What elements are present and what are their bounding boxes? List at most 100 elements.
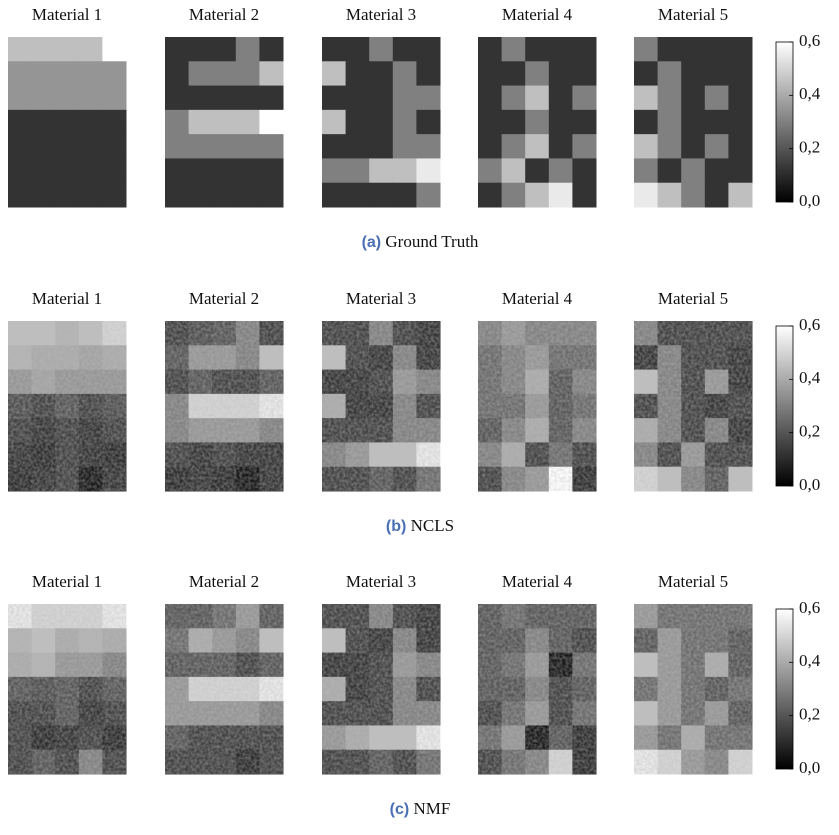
heatmap-cell [31, 466, 56, 492]
heatmap-cell [634, 442, 659, 468]
heatmap-cell [102, 109, 127, 135]
heatmap-cell [657, 604, 682, 629]
caption-label: (b) [386, 518, 406, 535]
colorbar-tick-label: 0,2 [799, 705, 820, 724]
heatmap-cell [31, 652, 56, 678]
caption-text: NCLS [411, 516, 454, 535]
heatmap-cell [704, 604, 729, 629]
heatmap-cell [31, 182, 56, 208]
colorbar-tick-label: 0,2 [799, 422, 820, 441]
heatmap-cell [212, 652, 237, 678]
heatmap-cell [572, 109, 597, 135]
heatmap-cell [681, 109, 706, 135]
heatmap-cell [728, 725, 753, 751]
heatmap-cell [634, 85, 659, 111]
heatmap-cell [188, 628, 213, 654]
heatmap-cell [681, 604, 706, 629]
heatmap-cell [165, 393, 190, 419]
heatmap-cell [165, 61, 190, 87]
heatmap-cell [188, 418, 213, 443]
heatmap-cell [369, 109, 394, 135]
heatmap-cell [416, 109, 441, 135]
heatmap-cell [704, 158, 729, 184]
heatmap-cell [369, 393, 394, 419]
heatmap-cell [369, 418, 394, 443]
heatmap-cell [165, 182, 190, 208]
heatmap-cell [634, 182, 659, 208]
heatmap-cell [634, 345, 659, 371]
heatmap-cell [501, 628, 526, 654]
heatmap-cell [235, 109, 260, 135]
panel-title: Material 5 [658, 5, 728, 24]
heatmap-cell [165, 418, 190, 443]
heatmap-cell [525, 134, 550, 159]
heatmap-cell [416, 85, 441, 111]
heatmap-cell [416, 37, 441, 62]
heatmap-cell [345, 466, 370, 492]
heatmap-cell [235, 393, 260, 419]
colorbar-tick-label: 0,4 [799, 651, 821, 670]
heatmap-cell [235, 725, 260, 751]
heatmap-cell [165, 442, 190, 468]
heatmap-cell [102, 676, 127, 702]
heatmap-cell [8, 418, 33, 443]
heatmap-cell [259, 61, 284, 87]
heatmap-cell [525, 393, 550, 419]
heatmap-cell [728, 652, 753, 678]
heatmap-cell [634, 652, 659, 678]
heatmap-cell [165, 158, 190, 184]
heatmap-cell [392, 628, 417, 654]
heatmap-cell [634, 369, 659, 395]
heatmap-cell [322, 604, 347, 629]
heatmap-cell [681, 158, 706, 184]
heatmap-cell [212, 628, 237, 654]
heatmap-cell [345, 393, 370, 419]
heatmap-cell [704, 652, 729, 678]
heatmap-cell [501, 749, 526, 775]
heatmap-cell [369, 345, 394, 371]
heatmap-cell [345, 61, 370, 87]
heatmap-cell [704, 61, 729, 87]
heatmap-cell [657, 369, 682, 395]
heatmap-cell [392, 725, 417, 751]
heatmap-cell [78, 134, 103, 159]
heatmap-cell [235, 442, 260, 468]
heatmap-cell [657, 442, 682, 468]
heatmap-cell [235, 628, 260, 654]
heatmap-cell [548, 134, 573, 159]
heatmap-cell [525, 345, 550, 371]
heatmap-cell [525, 109, 550, 135]
heatmap-cell [55, 628, 80, 654]
heatmap-cell [322, 182, 347, 208]
heatmap-cell [478, 628, 503, 654]
heatmap-cell [78, 749, 103, 775]
heatmap-cell [212, 393, 237, 419]
heatmap-cell [634, 393, 659, 419]
heatmap-cell [392, 604, 417, 629]
heatmap-cell [165, 85, 190, 111]
heatmap-cell [548, 418, 573, 443]
caption-label: (c) [390, 801, 410, 818]
heatmap-cell [501, 442, 526, 468]
heatmap-cell [188, 85, 213, 111]
heatmap-cell [572, 182, 597, 208]
heatmap-cell [322, 85, 347, 111]
heatmap-cell [259, 701, 284, 726]
heatmap-cell [259, 676, 284, 702]
colorbar-tick-label: 0,0 [799, 191, 820, 210]
heatmap-cell [548, 652, 573, 678]
heatmap-cell [78, 676, 103, 702]
heatmap-cell [704, 418, 729, 443]
heatmap-cell [31, 749, 56, 775]
heatmap-cell [657, 345, 682, 371]
heatmap-cell [392, 369, 417, 395]
heatmap-cell [322, 158, 347, 184]
heatmap-cell [525, 676, 550, 702]
heatmap-cell [345, 345, 370, 371]
heatmap-cell [31, 158, 56, 184]
heatmap-cell [55, 345, 80, 371]
heatmap-cell [102, 345, 127, 371]
heatmap-cell [728, 158, 753, 184]
heatmap-cell [102, 749, 127, 775]
